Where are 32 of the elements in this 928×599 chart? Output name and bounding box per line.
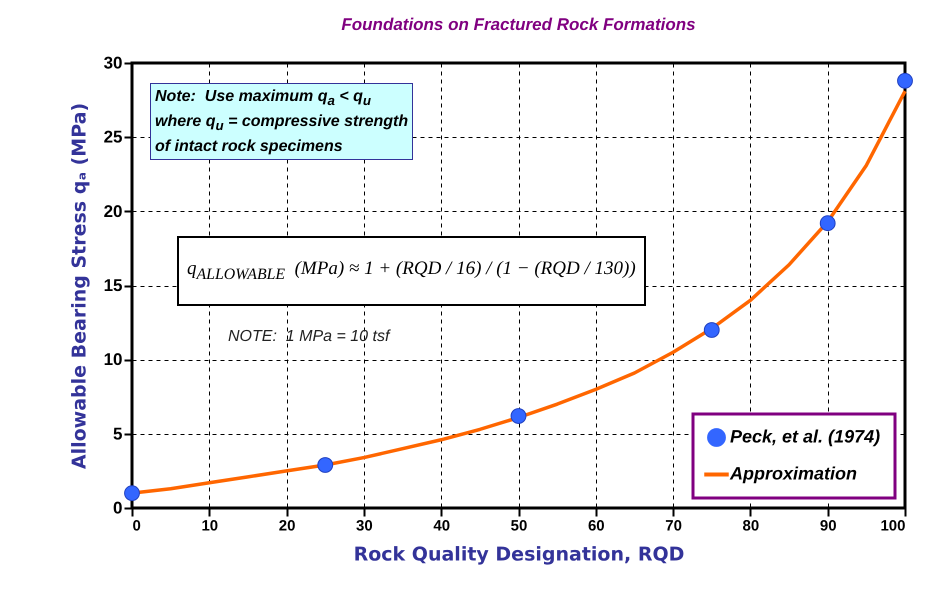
- y-tick-label: 20: [104, 202, 122, 221]
- x-axis-title: Rock Quality Designation, RQD: [354, 544, 684, 566]
- point: [820, 215, 836, 232]
- x-tick-label: 20: [278, 518, 296, 534]
- legend-label: Peck, et al. (1974): [730, 426, 880, 446]
- y-tick-label: 30: [104, 54, 122, 72]
- x-tick-label: 70: [665, 518, 682, 534]
- x-tick-label: 40: [433, 518, 450, 534]
- text: Note: Use maximum q$_{a}$ < q$_{u}$ where q$_{u}$ = compressive strength of intact rock specimens: [155, 88, 408, 156]
- point: [124, 485, 140, 502]
- y-tick-label: 10: [104, 350, 122, 370]
- y-tick-label: 0: [113, 498, 122, 518]
- point: [317, 457, 334, 473]
- point: [704, 322, 720, 338]
- annotation: q$_{ALLOWABLE}$ (MPa) ≈ 1 + (RQD / 16) / (1 − (RQD / 130)): [177, 236, 646, 306]
- annotation: NOTE: 1 MPa = 10 tsf: [228, 328, 390, 346]
- x-tick-label: 100: [880, 518, 906, 534]
- legend-label: Approximation: [729, 464, 858, 484]
- chart-title: Foundations on Fractured Rock Formations: [341, 15, 696, 34]
- y-axis-title: Allowable Bearing Stress qₐ (MPa): [68, 102, 91, 470]
- x-tick-label: 30: [356, 518, 373, 534]
- x-tick-label: 50: [510, 518, 528, 534]
- y-tick-label: 5: [113, 424, 122, 444]
- y-tick-label: 15: [104, 276, 122, 295]
- point: [897, 72, 913, 89]
- y-tick-label: 25: [104, 128, 122, 147]
- x-tick-label: 60: [588, 518, 605, 534]
- x-tick-label: 10: [201, 518, 218, 534]
- x-tick-label: 90: [820, 518, 837, 534]
- x-tick-label: 80: [742, 518, 760, 534]
- x-tick-label: 0: [132, 518, 141, 534]
- point: [510, 408, 526, 424]
